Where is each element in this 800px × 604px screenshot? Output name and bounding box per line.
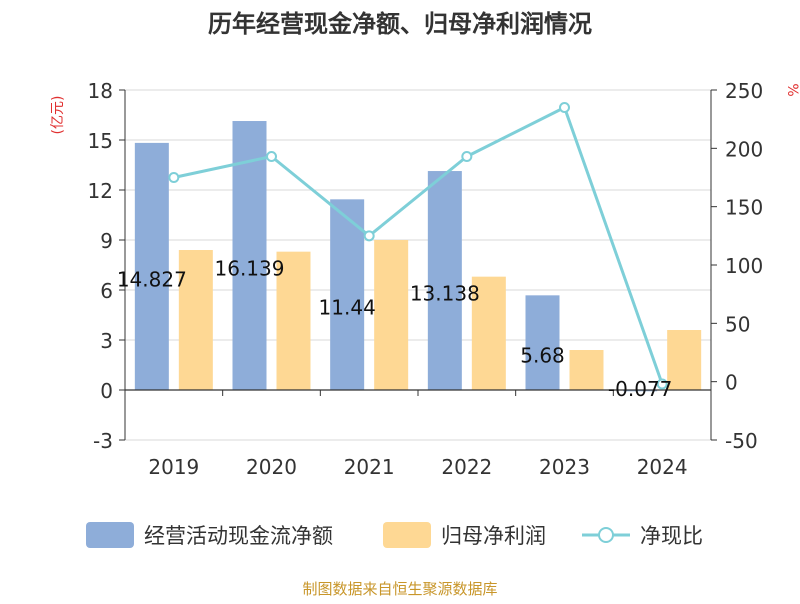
bar-ocf (330, 199, 365, 390)
left-axis-tick-label: 12 (88, 179, 113, 203)
right-axis-tick-label: 250 (725, 79, 763, 103)
right-axis-tick-label: 150 (725, 196, 763, 220)
legend-profit-label: 归母净利润 (441, 524, 546, 548)
bar-ocf (134, 142, 169, 390)
left-axis-tick-label: 6 (100, 279, 113, 303)
bar-profit (178, 250, 213, 390)
line-layer (168, 102, 668, 390)
x-axis-tick-label: 2020 (246, 455, 297, 479)
ratio-point (461, 151, 473, 162)
x-axis-tick-label: 2022 (441, 455, 492, 479)
legend-ocf-label: 经营活动现金流净额 (144, 524, 333, 548)
footer-source: 制图数据来自恒生聚源数据库 (302, 580, 497, 598)
bar-ocf (427, 171, 462, 390)
legend-profit-swatch (383, 522, 431, 548)
x-axis-tick-label: 2021 (344, 455, 395, 479)
left-axis-tick-label: -3 (93, 429, 113, 453)
bar-profit (667, 330, 702, 390)
ratio-point (656, 378, 668, 390)
bar-ocf (525, 295, 560, 390)
bars-layer (134, 121, 702, 392)
legend-ratio-label: 净现比 (640, 524, 703, 548)
bar-ocf-data-label: 5.68 (520, 344, 565, 368)
ratio-point (559, 102, 570, 113)
ratio-point (266, 151, 277, 162)
bar-profit (374, 240, 409, 390)
left-axis-tick-label: 15 (88, 129, 113, 153)
bar-profit (569, 350, 604, 390)
bar-profit (471, 276, 506, 390)
ratio-line (173, 106, 664, 385)
left-axis-unit-label: (亿元) (50, 96, 66, 135)
bar-profit (276, 251, 311, 390)
right-axis-tick-label: 0 (725, 371, 738, 395)
chart-title: 历年经营现金净额、归母净利润情况 (208, 10, 592, 38)
left-axis-tick-label: 0 (100, 379, 113, 403)
right-axis-tick-label: 200 (725, 137, 763, 161)
legend: 经营活动现金流净额 归母净利润 净现比 (86, 522, 703, 548)
legend-ocf-swatch (86, 522, 134, 548)
right-axis-unit-label: % (784, 83, 800, 96)
right-axis-tick-label: 100 (725, 254, 763, 278)
bar-ocf-data-label: -0.077 (608, 377, 672, 401)
data-labels-layer: 14.827 16.139 11.44 13.138 5.68 -0.077 (117, 257, 673, 401)
left-axis-tick-label: 3 (100, 329, 113, 353)
bar-ocf-data-label: 11.44 (319, 296, 376, 320)
axes-layer: -3 0 3 6 9 12 15 18 -50 0 50 100 150 200 250 2019 2020 20… (88, 79, 764, 479)
grid-lines (125, 89, 711, 441)
left-axis-tick-label: 9 (100, 229, 113, 253)
bar-ocf (232, 121, 267, 391)
x-axis-tick-label: 2023 (539, 455, 590, 479)
bar-ocf-data-label: 13.138 (410, 282, 480, 306)
bar-ocf-data-label: 16.139 (215, 257, 285, 281)
legend-ratio-marker (598, 527, 614, 543)
ratio-point (168, 172, 180, 183)
bar-ocf-data-label: 14.827 (117, 267, 187, 291)
bar-ocf (623, 390, 658, 392)
ratio-point (363, 230, 375, 242)
x-axis-tick-label: 2019 (148, 455, 199, 479)
right-axis-tick-label: 50 (725, 312, 750, 336)
left-axis-tick-label: 18 (88, 79, 113, 103)
right-axis-tick-label: -50 (725, 429, 758, 453)
x-axis-tick-label: 2024 (637, 455, 688, 479)
